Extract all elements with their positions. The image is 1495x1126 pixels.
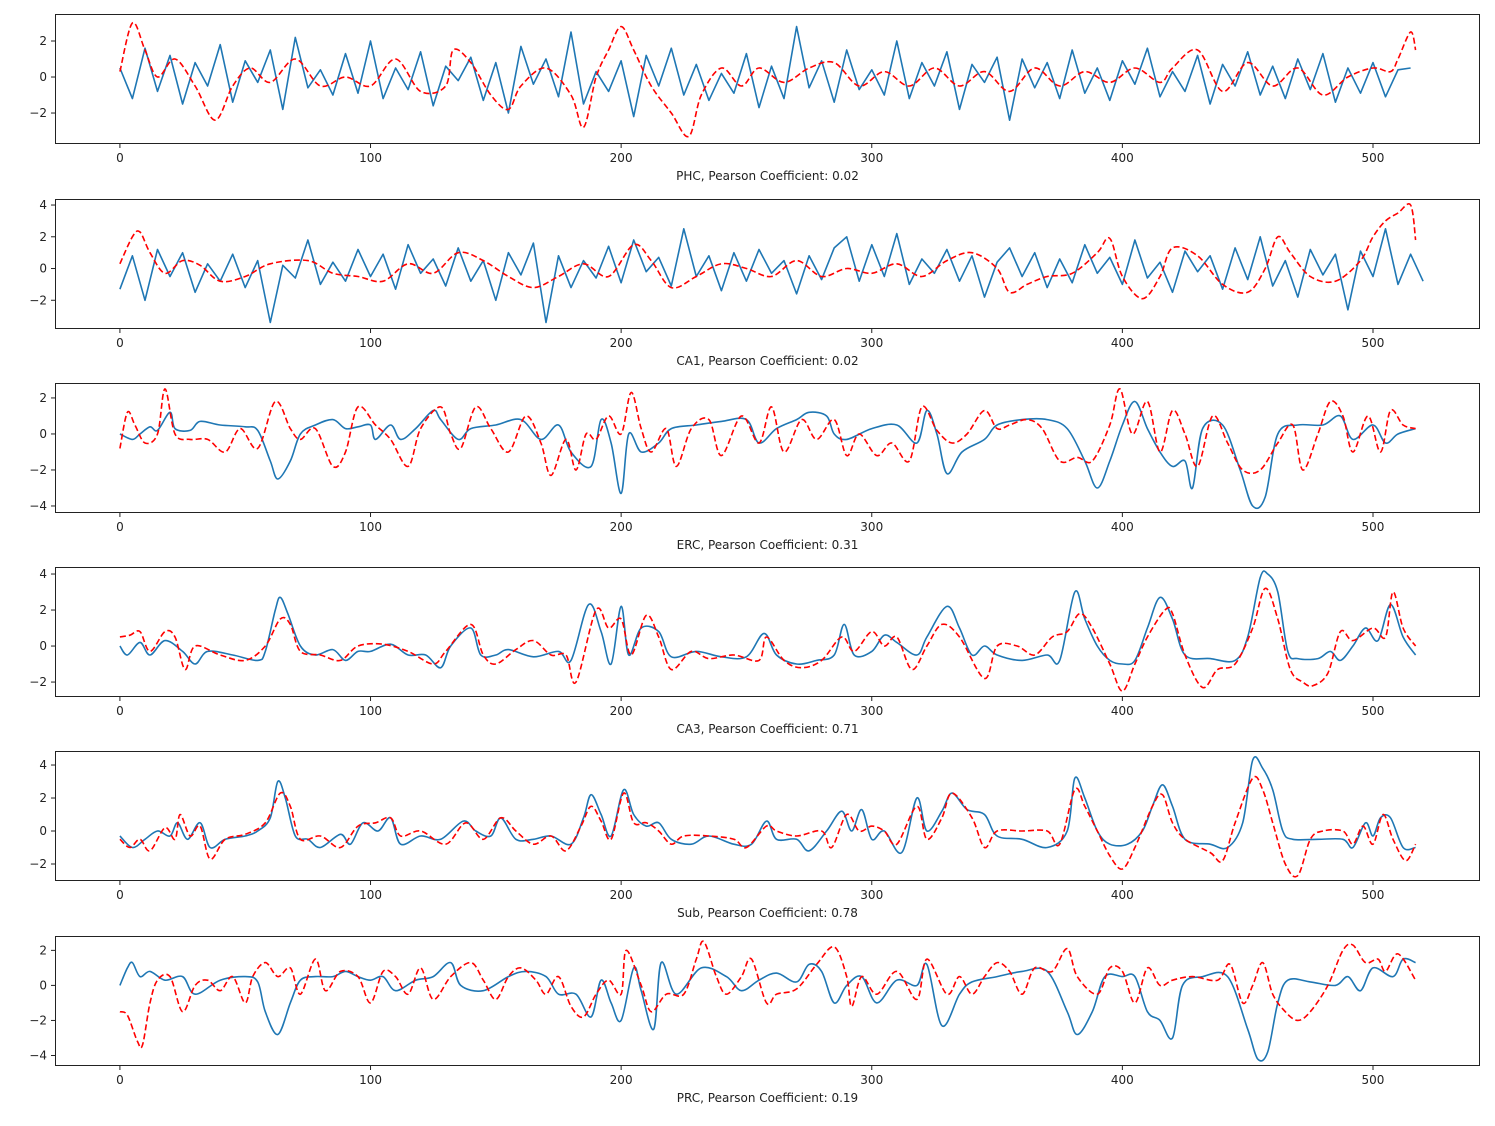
x-tick-label: 0 <box>116 888 124 902</box>
series-line-actual <box>119 228 1424 324</box>
y-tick-label: −4 <box>29 499 47 513</box>
x-tick-label: 200 <box>610 704 633 718</box>
y-tick-label: −2 <box>29 857 47 871</box>
x-tick-label: 300 <box>860 151 883 165</box>
subplot-title: CA1, Pearson Coefficient: 0.02 <box>676 354 858 368</box>
axes-frame <box>55 14 1480 144</box>
y-tick-label: −4 <box>29 1048 47 1062</box>
y-tick-label: 0 <box>39 70 47 84</box>
x-tick-label: 0 <box>116 520 124 534</box>
x-tick-label: 500 <box>1362 520 1385 534</box>
subplot-2: 0 100 200 300 400 500 −2 0 2 4 CA1, Pearson Coeffi… <box>29 198 1480 368</box>
series-line-predicted <box>119 940 1417 1049</box>
subplot-title: PRC, Pearson Coefficient: 0.19 <box>677 1091 858 1105</box>
x-tick-label: 0 <box>116 151 124 165</box>
series-line-predicted <box>119 388 1416 477</box>
y-tick-label: 2 <box>39 943 47 957</box>
y-tick-label: 0 <box>39 824 47 838</box>
x-tick-label: 300 <box>860 704 883 718</box>
y-tick-label: 2 <box>39 391 47 405</box>
series-line-predicted <box>119 775 1417 878</box>
x-tick-label: 400 <box>1111 1073 1134 1087</box>
x-tick-label: 300 <box>860 1073 883 1087</box>
y-tick-label: 4 <box>39 198 47 212</box>
y-tick-label: 0 <box>39 262 47 276</box>
axes-frame <box>55 199 1480 329</box>
series-line-predicted <box>119 203 1417 300</box>
x-tick-label: 500 <box>1362 336 1385 350</box>
y-tick-label: 4 <box>39 567 47 581</box>
x-tick-label: 100 <box>359 888 382 902</box>
x-tick-label: 500 <box>1362 704 1385 718</box>
subplot-1: 0 100 200 300 400 500 −2 0 2 PHC, Pearson Coeffic… <box>29 14 1480 183</box>
y-tick-label: 4 <box>39 758 47 772</box>
y-tick-label: 0 <box>39 978 47 992</box>
x-tick-label: 300 <box>860 888 883 902</box>
subplot-title: ERC, Pearson Coefficient: 0.31 <box>677 538 859 552</box>
x-tick-label: 200 <box>610 520 633 534</box>
x-tick-label: 200 <box>610 1073 633 1087</box>
x-tick-label: 300 <box>860 336 883 350</box>
axes-frame <box>55 567 1480 697</box>
x-tick-label: 200 <box>610 336 633 350</box>
series-line-actual <box>119 570 1417 669</box>
x-tick-label: 100 <box>359 520 382 534</box>
x-tick-label: 200 <box>610 151 633 165</box>
series-line-actual <box>119 400 1416 510</box>
y-tick-label: −2 <box>29 106 47 120</box>
y-tick-label: 2 <box>39 230 47 244</box>
axes-frame <box>55 383 1480 513</box>
y-tick-label: −2 <box>29 675 47 689</box>
x-tick-label: 200 <box>610 888 633 902</box>
subplot-title: PHC, Pearson Coefficient: 0.02 <box>676 169 859 183</box>
subplot-title: CA3, Pearson Coefficient: 0.71 <box>676 722 858 736</box>
x-tick-label: 0 <box>116 704 124 718</box>
series-line-actual <box>119 957 1416 1062</box>
axes-frame <box>55 936 1480 1066</box>
series-line-actual <box>119 25 1411 121</box>
x-tick-label: 500 <box>1362 1073 1385 1087</box>
x-tick-label: 100 <box>359 336 382 350</box>
x-tick-label: 0 <box>116 1073 124 1087</box>
x-tick-label: 0 <box>116 336 124 350</box>
x-tick-label: 400 <box>1111 704 1134 718</box>
subplot-6: 0 100 200 300 400 500 −4 −2 0 2 PRC, Pearson Coeff… <box>29 936 1480 1105</box>
subplot-4: 0 100 200 300 400 500 −2 0 2 4 CA3, Pearson Coeffi… <box>29 567 1480 736</box>
x-tick-label: 400 <box>1111 888 1134 902</box>
x-tick-label: 400 <box>1111 520 1134 534</box>
series-line-predicted <box>119 587 1417 692</box>
y-tick-label: −2 <box>29 1013 47 1027</box>
series-line-actual <box>119 756 1416 855</box>
y-tick-label: 0 <box>39 639 47 653</box>
x-tick-label: 100 <box>359 151 382 165</box>
subplot-5: 0 100 200 300 400 500 −2 0 2 4 Sub, Pearson Coeffi… <box>29 751 1480 920</box>
y-tick-label: 2 <box>39 34 47 48</box>
series-line-predicted <box>119 21 1417 138</box>
subplot-3: 0 100 200 300 400 500 −4 −2 0 2 ERC, Pearson Coeff… <box>29 383 1480 552</box>
y-tick-label: 2 <box>39 603 47 617</box>
axes-frame <box>55 751 1480 881</box>
x-tick-label: 400 <box>1111 336 1134 350</box>
x-tick-label: 100 <box>359 704 382 718</box>
x-tick-label: 300 <box>860 520 883 534</box>
subplot-title: Sub, Pearson Coefficient: 0.78 <box>677 906 858 920</box>
y-tick-label: 2 <box>39 791 47 805</box>
x-tick-label: 500 <box>1362 151 1385 165</box>
x-tick-label: 500 <box>1362 888 1385 902</box>
y-tick-label: −2 <box>29 463 47 477</box>
y-tick-label: −2 <box>29 293 47 307</box>
x-tick-label: 100 <box>359 1073 382 1087</box>
y-tick-label: 0 <box>39 427 47 441</box>
x-tick-label: 400 <box>1111 151 1134 165</box>
